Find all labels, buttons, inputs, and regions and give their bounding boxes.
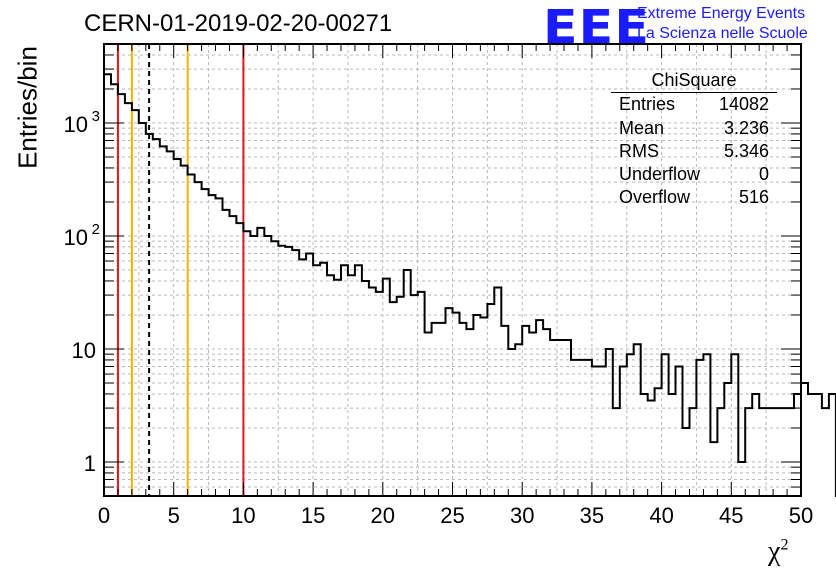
stat-value: 0 [758,164,769,184]
x-tick-label: 25 [440,503,464,528]
y-tick-label-exponent: 2 [92,221,100,238]
x-tick-label: 45 [719,503,743,528]
y-tick-label: 10 [72,338,96,363]
histogram-series [104,73,836,497]
eee-logo: EEE [543,0,651,54]
stat-value: 3.236 [723,118,769,138]
stat-label: Overflow [619,187,691,207]
stat-label: RMS [619,141,659,161]
y-axis-label: Entries/bin [12,46,43,169]
x-tick-label: 10 [231,503,255,528]
x-tick-label: 30 [510,503,534,528]
x-tick-label: 50 [789,503,813,528]
stat-label: Underflow [619,164,701,184]
stat-label: Entries [619,94,676,114]
x-tick-label: 20 [371,503,395,528]
y-tick-label: 1 [84,451,96,476]
x-tick-label: 0 [98,503,110,528]
axis-ticks [103,43,802,497]
stat-value: 516 [738,187,769,207]
x-tick-label: 15 [301,503,325,528]
x-tick-label: 40 [649,503,673,528]
run-id-title: CERN-01-2019-02-20-00271 [84,10,393,37]
logo-line-1: Extreme Energy Events [637,5,806,22]
stats-box: ChiSquare Entries 14082 Mean 3.236 RMS 5… [611,70,777,210]
y-tick-label-exponent: 3 [92,108,100,125]
y-tick-label: 10 [64,112,88,137]
x-tick-label: 5 [168,503,180,528]
stats-separator [611,92,777,93]
stat-label: Mean [619,118,665,138]
x-axis-label-base: χ [768,536,781,567]
y-tick-label: 10 [64,225,88,250]
stats-title: ChiSquare [651,70,737,90]
x-axis-label: χ2 [768,536,788,568]
x-tick-label: 35 [580,503,604,528]
reference-lines [116,44,245,496]
stat-value: 5.346 [723,141,769,161]
stat-value: 14082 [718,94,769,114]
x-tick-labels: 0 5 10 15 20 25 30 35 40 45 50 [98,503,813,528]
x-axis-label-sup: 2 [780,536,789,554]
logo-line-2: La Scienza nelle Scuole [637,25,808,42]
